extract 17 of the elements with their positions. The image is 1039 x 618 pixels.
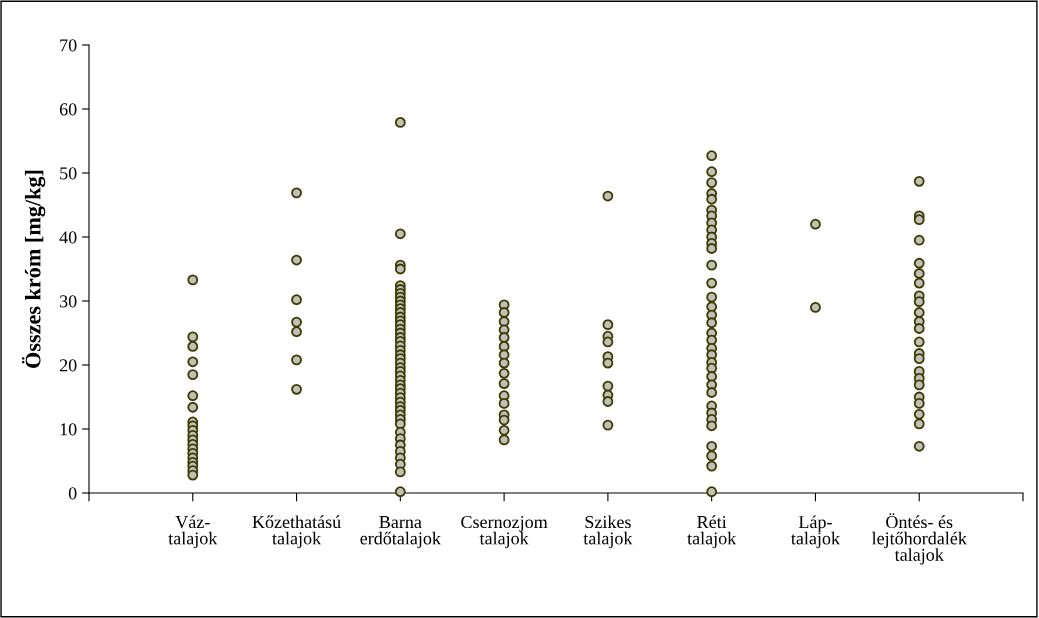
y-tick-label: 50 [60, 167, 77, 180]
y-tick-label: 40 [59, 231, 77, 244]
y-tick-label: 60 [59, 103, 77, 116]
x-tick-label: Szikes talajok [583, 515, 633, 549]
x-tick-label: Réti talajok [687, 515, 737, 549]
y-tick-label: 10 [60, 423, 77, 436]
x-tick-label: Öntés- és lejtőhordalék talajok [871, 513, 967, 565]
y-tick-label: 70 [60, 39, 77, 52]
x-tick-label: Kőzethatású talajok [252, 515, 341, 549]
x-tick-label: Barna erdőtalajok [360, 516, 441, 549]
x-tick-label: Láp- talajok [791, 515, 841, 549]
y-tick-label: 0 [68, 487, 77, 500]
x-tick-label: Váz- talajok [168, 515, 218, 549]
y-axis-title: Összes króm [mg/kg] [21, 170, 46, 368]
x-tick-label: Csernozjom talajok [461, 515, 548, 549]
y-tick-label: 20 [59, 359, 77, 372]
y-tick-label: 30 [60, 295, 77, 308]
